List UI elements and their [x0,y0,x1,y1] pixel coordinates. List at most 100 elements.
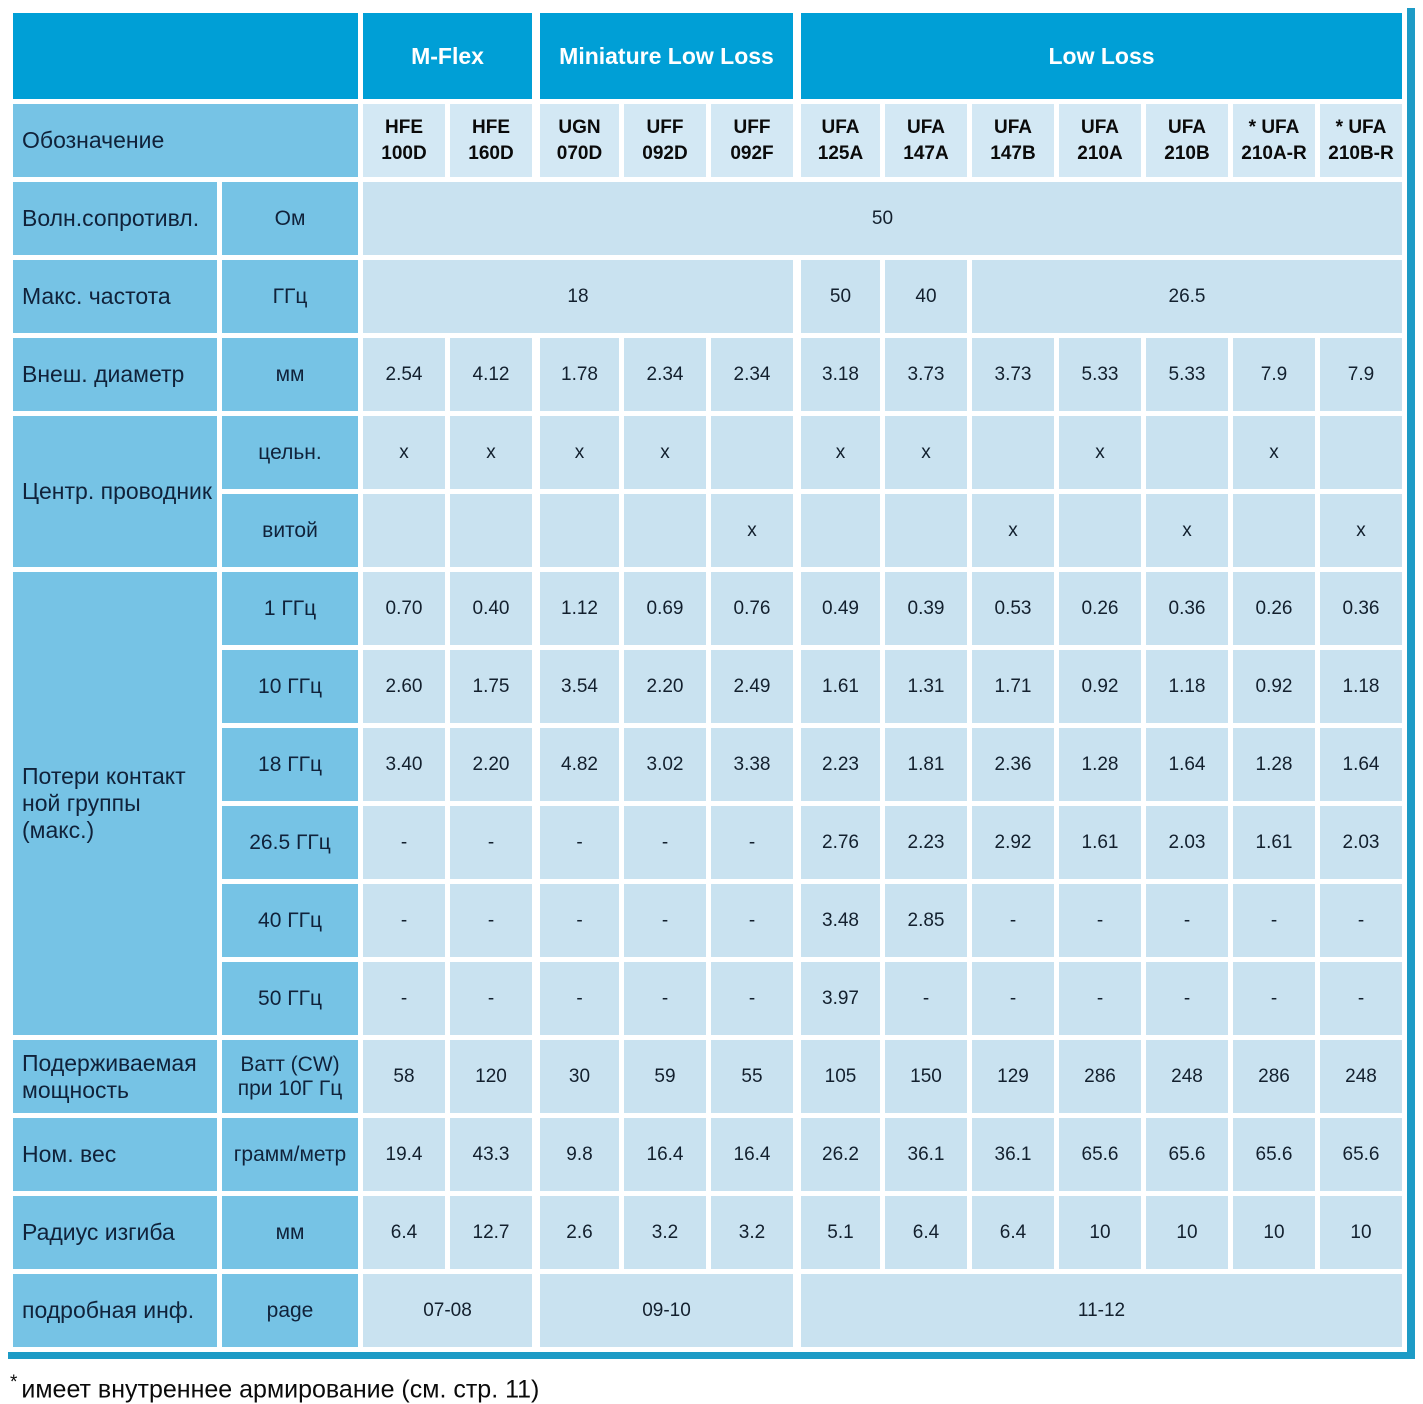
model-header: UFF 092D [624,104,706,177]
value-cell: 2.20 [450,728,532,801]
row-unit: page [222,1274,358,1347]
value-cell: 2.23 [885,806,967,879]
value-cell: - [363,884,445,957]
value-cell: 65.6 [1320,1118,1402,1191]
value-cell: x [885,416,967,489]
value-cell: 3.38 [711,728,793,801]
value-cell: 2.23 [798,728,880,801]
value-cell: 1.61 [1233,806,1315,879]
value-cell: 2.76 [798,806,880,879]
value-cell: - [885,962,967,1035]
value-cell: 26.2 [798,1118,880,1191]
value-cell: 2.03 [1146,806,1228,879]
value-cell: x [1059,416,1141,489]
model-header: HFE 160D [450,104,532,177]
value-cell: 9.8 [537,1118,619,1191]
value-cell: 40 [885,260,967,333]
value-cell: - [1146,962,1228,1035]
value-cell: 6.4 [885,1196,967,1269]
value-cell: 0.40 [450,572,532,645]
row-unit: 50 ГГц [222,962,358,1035]
value-cell: 50 [363,182,1402,255]
value-cell: 2.85 [885,884,967,957]
value-cell: 248 [1320,1040,1402,1113]
value-cell: 2.36 [972,728,1054,801]
value-cell: 3.73 [972,338,1054,411]
value-cell: 1.81 [885,728,967,801]
value-cell: 0.76 [711,572,793,645]
row-unit: 40 ГГц [222,884,358,957]
value-cell: 07-08 [363,1274,532,1347]
value-cell: 19.4 [363,1118,445,1191]
value-cell: - [537,884,619,957]
row-label: Волн.сопротивл. [13,182,217,255]
value-cell: 12.7 [450,1196,532,1269]
value-cell: 2.54 [363,338,445,411]
value-cell: 129 [972,1040,1054,1113]
value-cell: 1.64 [1320,728,1402,801]
value-cell: - [363,806,445,879]
value-cell: 09-10 [537,1274,793,1347]
value-cell: 7.9 [1320,338,1402,411]
value-cell: 18 [363,260,793,333]
value-cell [798,494,880,567]
value-cell: 7.9 [1233,338,1315,411]
value-cell: 0.36 [1320,572,1402,645]
value-cell [885,494,967,567]
value-cell: 4.82 [537,728,619,801]
value-cell: - [624,884,706,957]
group-header: Miniature Low Loss [537,13,793,99]
value-cell: 1.75 [450,650,532,723]
value-cell: 6.4 [363,1196,445,1269]
value-cell [711,416,793,489]
value-cell [972,416,1054,489]
designation-row-label: Обозначение [13,104,358,177]
value-cell: - [624,962,706,1035]
value-cell: 5.33 [1059,338,1141,411]
row-label: Центр. проводник [13,416,217,567]
value-cell: 0.92 [1233,650,1315,723]
value-cell: 1.28 [1059,728,1141,801]
value-cell: 248 [1146,1040,1228,1113]
value-cell: 2.6 [537,1196,619,1269]
row-unit: 26.5 ГГц [222,806,358,879]
model-header: UGN 070D [537,104,619,177]
value-cell: 2.03 [1320,806,1402,879]
value-cell: 2.49 [711,650,793,723]
value-cell: 3.2 [711,1196,793,1269]
value-cell: x [624,416,706,489]
value-cell: 286 [1059,1040,1141,1113]
value-cell: 10 [1146,1196,1228,1269]
value-cell: 1.61 [1059,806,1141,879]
value-cell: 3.18 [798,338,880,411]
row-unit: 18 ГГц [222,728,358,801]
value-cell: 0.26 [1059,572,1141,645]
value-cell: - [1320,884,1402,957]
model-header: UFA 210B [1146,104,1228,177]
value-cell: - [1233,962,1315,1035]
value-cell: 1.31 [885,650,967,723]
value-cell: x [972,494,1054,567]
footnote: * имеет внутреннее армирование (см. стр. … [10,1372,1423,1404]
value-cell: 1.28 [1233,728,1315,801]
value-cell: 0.69 [624,572,706,645]
value-cell: 1.61 [798,650,880,723]
value-cell: 1.18 [1320,650,1402,723]
value-cell: 59 [624,1040,706,1113]
footnote-text: имеет внутреннее армирование (см. стр. 1… [21,1375,540,1404]
row-unit: ГГц [222,260,358,333]
value-cell: 1.78 [537,338,619,411]
value-cell: - [1059,884,1141,957]
value-cell [624,494,706,567]
value-cell: 1.71 [972,650,1054,723]
value-cell: - [450,884,532,957]
value-cell: 10 [1320,1196,1402,1269]
value-cell: 30 [537,1040,619,1113]
value-cell: 10 [1059,1196,1141,1269]
value-cell [537,494,619,567]
row-label: Макс. частота [13,260,217,333]
value-cell: 10 [1233,1196,1315,1269]
value-cell: x [450,416,532,489]
value-cell: 0.26 [1233,572,1315,645]
